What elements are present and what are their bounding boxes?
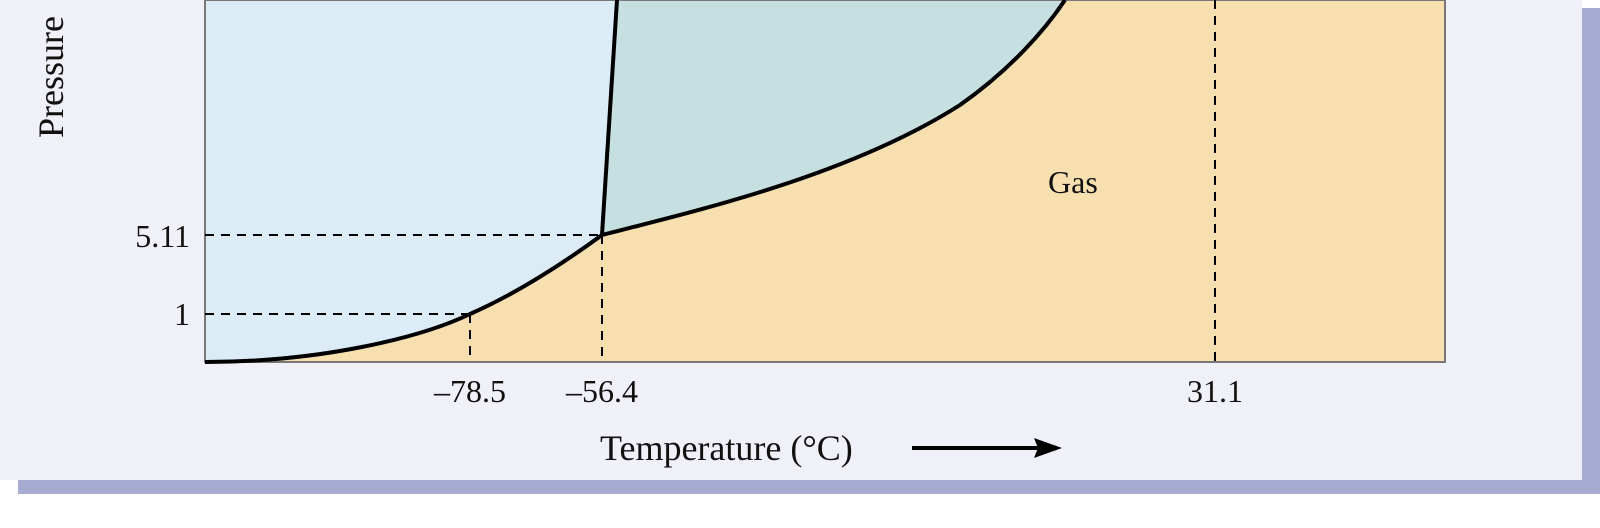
liquid-region [602, 0, 1065, 235]
gas-region [205, 0, 1445, 362]
x-axis-arrow-head [1034, 438, 1062, 458]
x-tick-label-78-5: –78.5 [433, 373, 506, 409]
sublimation-vaporization-curve [204, 0, 1067, 364]
plot-border [204, 0, 1446, 363]
gas-region-label: Gas [1048, 164, 1098, 200]
melting-curve [600, 0, 619, 236]
y-axis-title: Pressure [31, 16, 71, 138]
x-tick-label-56-4: –56.4 [565, 373, 638, 409]
y-tick-label-1: 1 [174, 296, 190, 332]
x-axis-title: Temperature (°C) [600, 428, 853, 468]
x-tick-label-31-1: 31.1 [1187, 373, 1243, 409]
y-tick-label-5-11: 5.11 [135, 218, 190, 254]
